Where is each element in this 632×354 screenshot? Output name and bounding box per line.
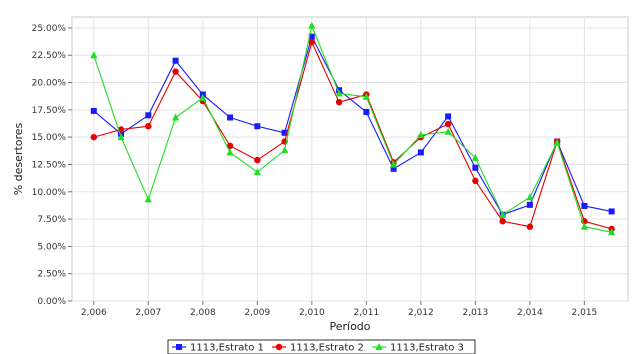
x-tick-label: 2,010: [299, 308, 325, 318]
data-point: [471, 153, 479, 161]
data-point: [253, 168, 261, 176]
x-tick-label: 2,012: [408, 308, 434, 318]
legend-item-2: 1113,Estrato 2: [272, 343, 364, 354]
x-axis-ticks: 2,006 2,007 2,008 2,009 2,010 2,011 2,012 2,013…: [81, 301, 597, 318]
data-point: [335, 89, 343, 97]
data-point: [145, 112, 152, 119]
data-point: [362, 92, 370, 100]
grid-lines: [72, 17, 628, 302]
data-point: [226, 142, 234, 150]
data-point: [390, 160, 398, 168]
data-point: [145, 123, 152, 130]
data-point: [445, 113, 452, 120]
y-tick-label: 17.50%: [32, 106, 67, 116]
data-point: [335, 99, 343, 106]
y-tick-label: 22.50%: [32, 51, 67, 61]
x-tick-label: 2,007: [135, 308, 161, 318]
data-point: [226, 148, 234, 156]
legend-label: 1113,Estrato 1: [190, 343, 264, 354]
data-point: [254, 123, 261, 130]
series-line: [93, 40, 612, 230]
legend: 1113,Estrato 1 1113,Estrato 2 1113,Estrato…: [172, 343, 464, 354]
y-axis-ticks: 0.00% 2.50% 5.00% 7.50% 10.00% 12.50% 15.00% 17…: [32, 24, 72, 307]
data-point: [172, 68, 179, 75]
data-point: [499, 210, 507, 218]
x-tick-label: 2,009: [244, 308, 270, 318]
y-axis-label: % desertores: [12, 122, 25, 195]
plot-background: [71, 16, 629, 302]
data-point: [526, 223, 534, 230]
data-point: [172, 57, 179, 64]
x-tick-label: 2,011: [353, 308, 379, 318]
data-point: [472, 177, 479, 185]
y-tick-label: 12.50%: [32, 160, 67, 170]
data-point: [90, 133, 98, 141]
data-point: [144, 195, 152, 203]
data-point: [526, 201, 533, 208]
data-point: [171, 113, 180, 121]
data-point: [390, 165, 397, 172]
series-line: [93, 35, 612, 216]
data-point: [608, 208, 615, 215]
data-point: [199, 93, 207, 101]
x-axis-label: Período: [329, 320, 370, 333]
y-tick-label: 7.50%: [37, 215, 66, 225]
legend-item-3: 1113,Estrato 3: [372, 343, 464, 354]
x-tick-label: 2,006: [81, 308, 107, 318]
data-point: [308, 21, 316, 29]
data-point: [417, 149, 424, 156]
data-point: [526, 193, 534, 201]
x-tick-label: 2,008: [190, 308, 216, 318]
y-tick-label: 20.00%: [32, 79, 67, 89]
data-point: [90, 51, 98, 59]
series-3: [90, 21, 616, 236]
data-point: [444, 127, 452, 135]
data-point: [499, 218, 506, 225]
y-tick-label: 0.00%: [37, 297, 66, 307]
legend-box: [167, 339, 476, 354]
x-tick-label: 2,015: [572, 308, 598, 318]
data-point: [308, 38, 316, 46]
data-point: [254, 156, 261, 164]
data-point: [281, 129, 288, 136]
y-tick-label: 2.50%: [37, 270, 66, 280]
data-point: [608, 228, 616, 236]
data-point: [580, 222, 588, 230]
legend-item-1: 1113,Estrato 1: [172, 343, 264, 354]
y-tick-label: 25.00%: [32, 24, 67, 34]
legend-label: 1113,Estrato 2: [290, 343, 364, 354]
y-tick-label: 5.00%: [37, 242, 66, 252]
data-point: [176, 344, 182, 350]
data-point: [417, 130, 425, 138]
data-point: [375, 343, 383, 350]
data-point: [227, 114, 234, 121]
data-point: [581, 202, 588, 209]
data-point: [275, 343, 283, 351]
data-point: [280, 146, 289, 154]
legend-label: 1113,Estrato 3: [390, 343, 464, 354]
y-tick-label: 10.00%: [32, 188, 67, 198]
data-point: [308, 33, 315, 40]
data-point: [444, 120, 452, 128]
data-point: [553, 138, 561, 146]
series-line: [93, 23, 612, 233]
series-layer: [90, 21, 616, 236]
data-point: [363, 109, 370, 116]
data-point: [117, 133, 125, 141]
x-tick-label: 2,014: [517, 308, 543, 318]
data-point: [472, 164, 479, 171]
data-point: [90, 107, 97, 114]
x-tick-label: 2,013: [462, 308, 488, 318]
y-tick-label: 15.00%: [32, 133, 67, 143]
